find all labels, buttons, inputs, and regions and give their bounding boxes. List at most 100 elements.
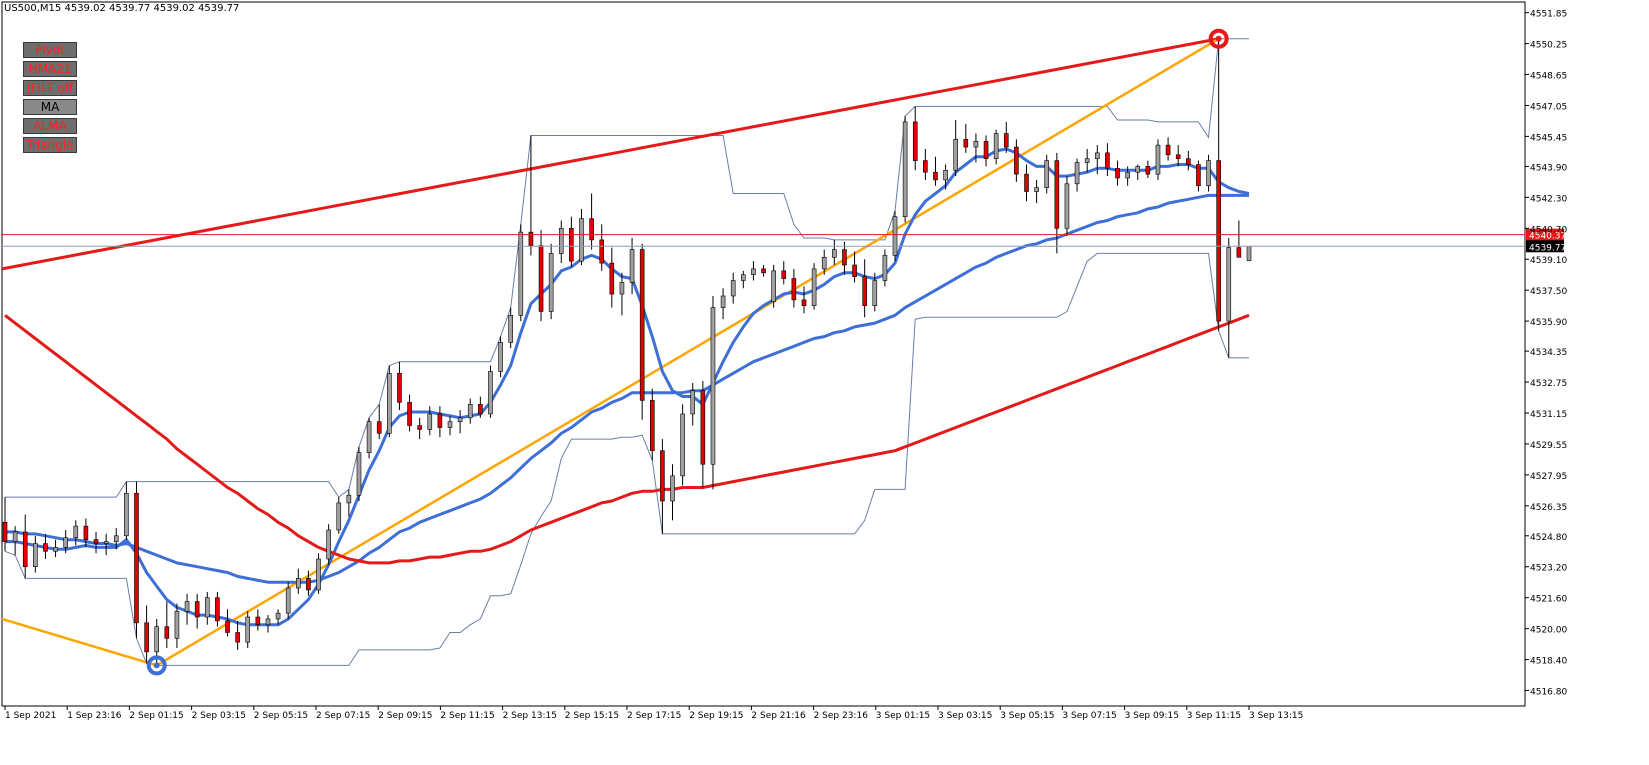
triangle-button[interactable]: Triangle [23,137,77,153]
bear-candle-body [93,539,99,544]
bull-candle-body [579,218,584,262]
bear-candle-body [255,616,261,626]
bull-candle-body [33,543,38,568]
bull-candle-body [63,537,68,548]
bull-candle-body [690,390,696,415]
y-tick-label: 4524.80 [1530,533,1567,543]
bid-price-tag [1526,240,1564,253]
triangle-left-line [1,617,158,667]
bear-candle-body [1175,154,1181,159]
bull-candle-body [316,558,321,591]
y-tick-label: 4543.90 [1530,163,1567,173]
bull-candle-body [204,597,210,618]
bull-candle-body [356,452,362,496]
bear-candle-body [43,543,48,552]
bull-candle-body [558,227,564,254]
bear-candle-body [528,231,534,246]
bear-candle-body [983,140,989,159]
y-tick-label: 4545.45 [1530,133,1567,143]
bear-candle-body [801,299,807,306]
bull-candle-body [518,231,524,316]
channel-upper-line [5,38,1249,498]
bear-candle-body [2,521,8,542]
symbol-quote-header: US500,M15 4539.02 4539.77 4539.02 4539.7… [4,3,240,14]
x-tick-label: 2 Sep 19:15 [689,711,743,721]
bear-candle-body [599,239,605,264]
bear-candle-body [649,400,655,452]
bull-candle-body [680,413,685,477]
bear-candle-body [22,531,28,568]
x-tick-label: 2 Sep 09:15 [378,711,432,721]
bull-candle-body [457,417,463,422]
jfilt-off-button[interactable]: JFILT off [23,80,77,96]
y-tick-label: 4551.85 [1530,10,1567,20]
bear-candle-body [1186,158,1191,165]
x-tick-label: 3 Sep 01:15 [876,711,930,721]
pivot-button[interactable]: Pivot [23,42,77,58]
bear-candle-body [164,626,170,639]
ma-line-2 [5,193,1249,584]
bull-candle-body [751,268,756,276]
bull-candle-body [1135,166,1141,173]
x-tick-label: 3 Sep 05:15 [1000,711,1054,721]
y-tick-label: 4547.05 [1530,102,1567,112]
bull-candle-body [467,403,473,419]
y-tick-label: 4542.30 [1530,194,1567,204]
bull-candle-body [184,601,190,612]
bull-candle-body [174,610,180,639]
swing-extreme-circle [146,655,167,676]
y-tick-label: 4532.75 [1530,379,1567,389]
x-tick-label: 3 Sep 13:15 [1249,711,1303,721]
ask-price-tag [1526,228,1564,241]
bear-candle-body [852,264,857,277]
bear-candle-body [589,218,594,241]
bear-candle-body [1145,166,1151,175]
bull-candle-body [832,249,837,258]
bear-candle-body [923,160,928,173]
ma-button[interactable]: MA [23,99,77,115]
bull-candle-body [902,121,908,217]
bull-candle-body [508,315,513,343]
resistance-trend-line [1,37,1219,271]
y-tick-label: 4539.10 [1530,256,1567,266]
bull-candle-body [741,274,746,281]
bull-candle-body [670,475,675,502]
bull-candle-body [73,525,79,539]
x-tick-label: 2 Sep 11:15 [440,711,494,721]
bull-candle-body [619,282,625,295]
bull-candle-body [1094,152,1100,159]
bull-candle-body [285,587,291,614]
bear-candle-body [761,268,766,274]
bear-candle-body [1196,164,1201,187]
bull-candle-body [882,255,888,281]
y-tick-label: 4540.70 [1530,225,1567,235]
bull-candle-body [265,618,271,626]
bull-candle-body [53,547,58,552]
bear-candle-body [842,249,847,266]
bull-candle-body [892,216,898,256]
x-tick-label: 2 Sep 07:15 [316,711,370,721]
bear-candle-body [569,227,574,262]
bear-candle-body [397,373,402,403]
x-tick-label: 2 Sep 01:15 [129,711,183,721]
bull-candle-body [498,342,503,372]
bear-candle-body [781,270,787,279]
x-tick-label: 2 Sep 21:16 [751,711,806,721]
bull-candle-body [447,421,453,428]
hma21-button[interactable]: HMA21 [23,61,77,77]
bear-candle-body [225,620,230,633]
bear-candle-body [215,597,220,622]
plot-area [1,1,1526,707]
bull-candle-body [1074,162,1080,185]
channel-lower-line [4,252,1249,666]
alma-button[interactable]: ALMA [23,118,77,134]
x-tick-label: 2 Sep 23:16 [814,711,869,721]
x-tick-label: 1 Sep 2021 [5,711,56,721]
bull-candle-body [326,529,331,560]
y-tick-label: 4534.35 [1530,348,1567,358]
bull-candle-body [346,494,352,504]
bull-candle-body [1034,187,1039,192]
bull-candle-body [973,140,979,148]
